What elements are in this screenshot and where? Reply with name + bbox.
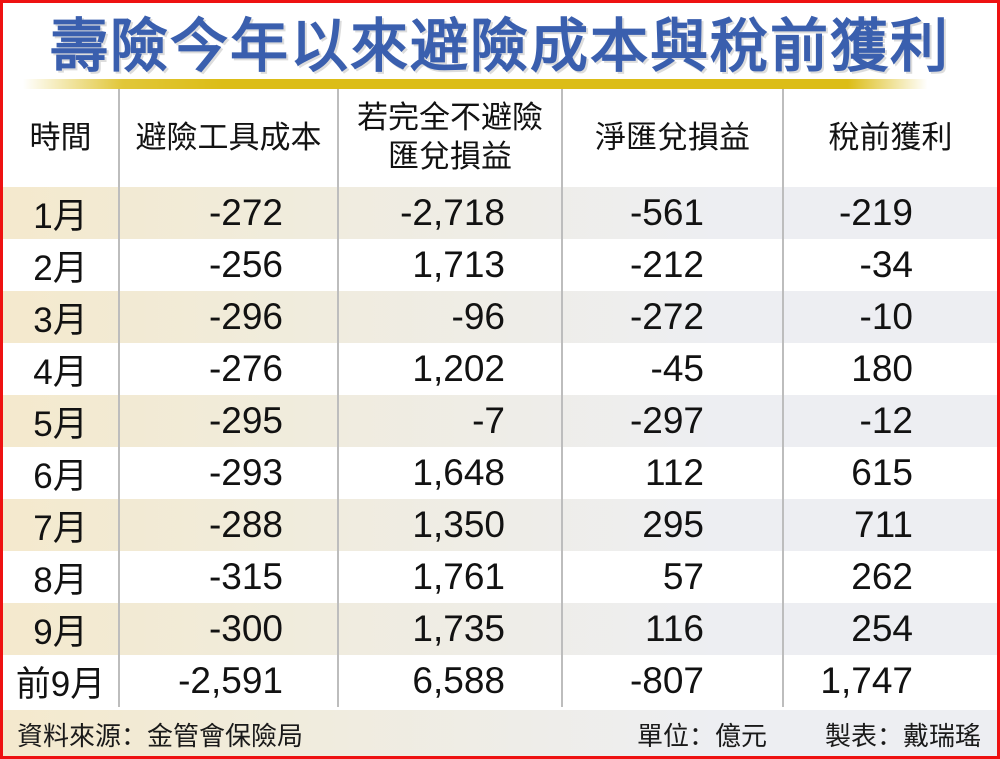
row-label: 1月 bbox=[33, 196, 88, 236]
header-unhedged-fx: 若完全不避險 匯兌損益 bbox=[337, 89, 562, 187]
table-row: 1月 -272 -2,718 -561 -219 bbox=[3, 187, 997, 239]
cell-value: 262 bbox=[782, 551, 997, 603]
cell-value: 254 bbox=[782, 603, 997, 655]
cell-value: -212 bbox=[561, 239, 783, 291]
row-label: 6月 bbox=[33, 456, 88, 496]
cell-value: 112 bbox=[561, 447, 783, 499]
cell-value: -288 bbox=[118, 499, 338, 551]
cell-value: -300 bbox=[118, 603, 338, 655]
cell-value: -96 bbox=[337, 291, 562, 343]
cell-value: 1,761 bbox=[337, 551, 562, 603]
cell-value: -296 bbox=[118, 291, 338, 343]
cell-value: 116 bbox=[561, 603, 783, 655]
footer-bar: 資料來源：金管會保險局 單位：億元 製表：戴瑞瑤 bbox=[3, 710, 997, 756]
table-row: 5月 -295 -7 -297 -12 bbox=[3, 395, 997, 447]
header-time: 時間 bbox=[3, 89, 119, 187]
cell-value: -219 bbox=[782, 187, 997, 239]
cell-value: 1,747 bbox=[782, 655, 997, 707]
footer-unit: 單位：億元 bbox=[636, 720, 767, 751]
cell-value: -315 bbox=[118, 551, 338, 603]
footer-gap bbox=[3, 707, 997, 710]
row-label: 3月 bbox=[33, 300, 88, 340]
cell-value: -276 bbox=[118, 343, 338, 395]
table-header-row: 時間 避險工具成本 若完全不避險 匯兌損益 淨匯兌損益 稅前獲利 bbox=[3, 89, 997, 187]
table-row: 4月 -276 1,202 -45 180 bbox=[3, 343, 997, 395]
cell-value: 1,202 bbox=[337, 343, 562, 395]
header-pretax-profit: 稅前獲利 bbox=[782, 89, 997, 187]
table-row: 前9月 -2,591 6,588 -807 1,747 bbox=[3, 655, 997, 707]
cell-value: -561 bbox=[561, 187, 783, 239]
cell-value: 6,588 bbox=[337, 655, 562, 707]
cell-value: -272 bbox=[118, 187, 338, 239]
table-row: 2月 -256 1,713 -212 -34 bbox=[3, 239, 997, 291]
table-row: 6月 -293 1,648 112 615 bbox=[3, 447, 997, 499]
cell-value: -256 bbox=[118, 239, 338, 291]
header-net-fx: 淨匯兌損益 bbox=[561, 89, 783, 187]
cell-value: -7 bbox=[337, 395, 562, 447]
gold-divider-bar bbox=[3, 79, 997, 89]
table-row: 9月 -300 1,735 116 254 bbox=[3, 603, 997, 655]
cell-value: -293 bbox=[118, 447, 338, 499]
cell-value: 57 bbox=[561, 551, 783, 603]
cell-value: -295 bbox=[118, 395, 338, 447]
table-body: 1月 -272 -2,718 -561 -219 2月 -256 1,713 -212 -34 3月… bbox=[3, 187, 997, 707]
cell-value: 1,648 bbox=[337, 447, 562, 499]
data-table: 時間 避險工具成本 若完全不避險 匯兌損益 淨匯兌損益 稅前獲利 1月 -272-… bbox=[3, 89, 997, 707]
cell-value: 180 bbox=[782, 343, 997, 395]
row-label: 2月 bbox=[33, 248, 88, 288]
cell-value: 1,735 bbox=[337, 603, 562, 655]
cell-value: 295 bbox=[561, 499, 783, 551]
row-label: 9月 bbox=[33, 612, 88, 652]
cell-value: -45 bbox=[561, 343, 783, 395]
cell-value: -34 bbox=[782, 239, 997, 291]
cell-value: 1,350 bbox=[337, 499, 562, 551]
cell-value: 1,713 bbox=[337, 239, 562, 291]
table-row: 3月 -296 -96 -272 -10 bbox=[3, 291, 997, 343]
row-label: 5月 bbox=[33, 404, 88, 444]
row-label: 4月 bbox=[33, 352, 88, 392]
row-label: 7月 bbox=[33, 508, 88, 548]
header-hedging-cost: 避險工具成本 bbox=[118, 89, 338, 187]
cell-value: -807 bbox=[561, 655, 783, 707]
cell-value: 711 bbox=[782, 499, 997, 551]
table-row: 7月 -288 1,350 295 711 bbox=[3, 499, 997, 551]
cell-value: -272 bbox=[561, 291, 783, 343]
footer-credit: 製表：戴瑞瑤 bbox=[824, 720, 981, 751]
table-row: 8月 -315 1,761 57 262 bbox=[3, 551, 997, 603]
row-label: 8月 bbox=[33, 560, 88, 600]
cell-value: -2,591 bbox=[118, 655, 338, 707]
cell-value: -10 bbox=[782, 291, 997, 343]
cell-value: -12 bbox=[782, 395, 997, 447]
cell-value: -2,718 bbox=[337, 187, 562, 239]
cell-value: -297 bbox=[561, 395, 783, 447]
page-title: 壽險今年以來避險成本與稅前獲利 bbox=[49, 14, 950, 79]
footer-source: 資料來源：金管會保險局 bbox=[17, 720, 304, 751]
row-label: 前9月 bbox=[15, 664, 106, 704]
cell-value: 615 bbox=[782, 447, 997, 499]
